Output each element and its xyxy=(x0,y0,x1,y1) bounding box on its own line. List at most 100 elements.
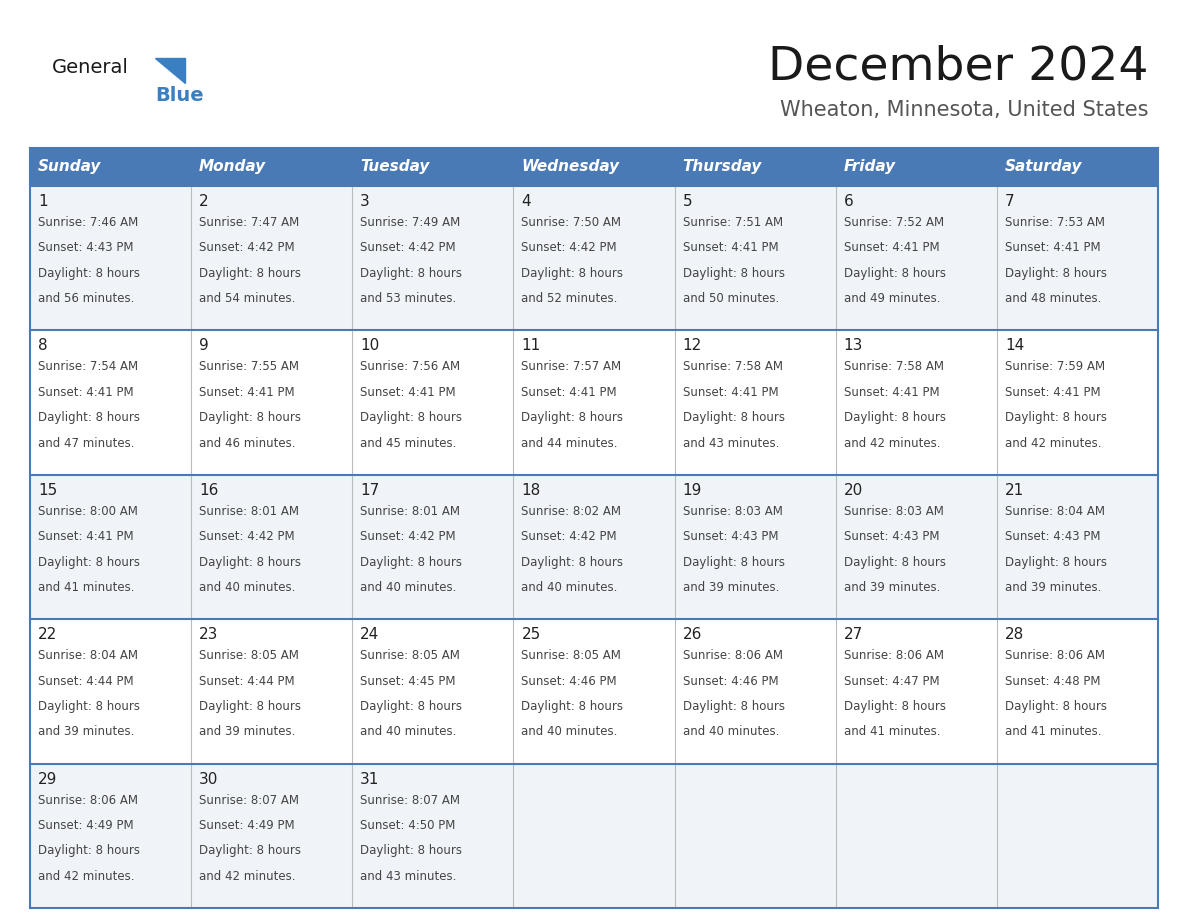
Text: Sunrise: 8:01 AM: Sunrise: 8:01 AM xyxy=(200,505,299,518)
Text: Sunrise: 8:05 AM: Sunrise: 8:05 AM xyxy=(200,649,299,662)
Text: Daylight: 8 hours: Daylight: 8 hours xyxy=(683,555,784,568)
Text: 25: 25 xyxy=(522,627,541,643)
Text: and 41 minutes.: and 41 minutes. xyxy=(38,581,134,594)
Bar xyxy=(30,475,1158,620)
Text: Sunset: 4:50 PM: Sunset: 4:50 PM xyxy=(360,819,456,832)
Text: 27: 27 xyxy=(843,627,862,643)
Text: and 40 minutes.: and 40 minutes. xyxy=(522,581,618,594)
Text: and 47 minutes.: and 47 minutes. xyxy=(38,437,134,450)
Text: Sunrise: 7:58 AM: Sunrise: 7:58 AM xyxy=(843,361,943,374)
Text: Blue: Blue xyxy=(154,86,203,105)
Text: Sunset: 4:41 PM: Sunset: 4:41 PM xyxy=(683,241,778,254)
Text: and 53 minutes.: and 53 minutes. xyxy=(360,292,456,306)
Text: Daylight: 8 hours: Daylight: 8 hours xyxy=(522,555,624,568)
Text: 31: 31 xyxy=(360,772,380,787)
Text: and 39 minutes.: and 39 minutes. xyxy=(843,581,940,594)
Text: Wheaton, Minnesota, United States: Wheaton, Minnesota, United States xyxy=(779,100,1148,120)
Text: Daylight: 8 hours: Daylight: 8 hours xyxy=(38,555,140,568)
Text: Sunrise: 7:59 AM: Sunrise: 7:59 AM xyxy=(1005,361,1105,374)
Text: 16: 16 xyxy=(200,483,219,498)
Text: Sunset: 4:42 PM: Sunset: 4:42 PM xyxy=(200,531,295,543)
Bar xyxy=(30,620,1158,764)
Text: 15: 15 xyxy=(38,483,57,498)
Text: 30: 30 xyxy=(200,772,219,787)
Text: and 40 minutes.: and 40 minutes. xyxy=(200,581,296,594)
Text: Sunset: 4:49 PM: Sunset: 4:49 PM xyxy=(38,819,133,832)
Text: Daylight: 8 hours: Daylight: 8 hours xyxy=(200,845,301,857)
Text: Daylight: 8 hours: Daylight: 8 hours xyxy=(360,411,462,424)
Text: Sunset: 4:41 PM: Sunset: 4:41 PM xyxy=(1005,386,1100,398)
Bar xyxy=(30,764,1158,908)
Text: Sunset: 4:41 PM: Sunset: 4:41 PM xyxy=(843,241,940,254)
Text: and 42 minutes.: and 42 minutes. xyxy=(843,437,940,450)
Text: Sunset: 4:41 PM: Sunset: 4:41 PM xyxy=(1005,241,1100,254)
Text: Sunrise: 8:00 AM: Sunrise: 8:00 AM xyxy=(38,505,138,518)
Text: Sunrise: 8:06 AM: Sunrise: 8:06 AM xyxy=(843,649,943,662)
Text: 26: 26 xyxy=(683,627,702,643)
Text: 7: 7 xyxy=(1005,194,1015,209)
Text: and 40 minutes.: and 40 minutes. xyxy=(360,725,456,738)
Text: 20: 20 xyxy=(843,483,862,498)
Text: Daylight: 8 hours: Daylight: 8 hours xyxy=(1005,700,1107,713)
Text: and 40 minutes.: and 40 minutes. xyxy=(522,725,618,738)
Text: and 43 minutes.: and 43 minutes. xyxy=(360,870,456,883)
Text: and 43 minutes.: and 43 minutes. xyxy=(683,437,779,450)
Text: Sunrise: 7:52 AM: Sunrise: 7:52 AM xyxy=(843,216,943,229)
Text: and 46 minutes.: and 46 minutes. xyxy=(200,437,296,450)
Text: Sunset: 4:43 PM: Sunset: 4:43 PM xyxy=(843,531,940,543)
Text: Sunrise: 8:07 AM: Sunrise: 8:07 AM xyxy=(200,793,299,807)
Text: Sunrise: 8:03 AM: Sunrise: 8:03 AM xyxy=(843,505,943,518)
Text: Saturday: Saturday xyxy=(1005,160,1082,174)
Text: Daylight: 8 hours: Daylight: 8 hours xyxy=(683,267,784,280)
Text: Sunrise: 8:05 AM: Sunrise: 8:05 AM xyxy=(522,649,621,662)
Text: 18: 18 xyxy=(522,483,541,498)
Text: 21: 21 xyxy=(1005,483,1024,498)
Text: Sunset: 4:42 PM: Sunset: 4:42 PM xyxy=(360,531,456,543)
Text: Sunrise: 8:06 AM: Sunrise: 8:06 AM xyxy=(38,793,138,807)
Text: Sunset: 4:42 PM: Sunset: 4:42 PM xyxy=(360,241,456,254)
Text: and 39 minutes.: and 39 minutes. xyxy=(200,725,296,738)
Text: 29: 29 xyxy=(38,772,57,787)
Text: 19: 19 xyxy=(683,483,702,498)
Text: 2: 2 xyxy=(200,194,209,209)
Text: Monday: Monday xyxy=(200,160,266,174)
Text: 22: 22 xyxy=(38,627,57,643)
Bar xyxy=(30,330,1158,475)
Text: Sunrise: 7:57 AM: Sunrise: 7:57 AM xyxy=(522,361,621,374)
Text: 17: 17 xyxy=(360,483,379,498)
Text: Daylight: 8 hours: Daylight: 8 hours xyxy=(683,411,784,424)
Text: Daylight: 8 hours: Daylight: 8 hours xyxy=(522,267,624,280)
Text: Sunrise: 7:49 AM: Sunrise: 7:49 AM xyxy=(360,216,461,229)
Text: and 39 minutes.: and 39 minutes. xyxy=(38,725,134,738)
Text: Sunset: 4:43 PM: Sunset: 4:43 PM xyxy=(1005,531,1100,543)
Text: Sunset: 4:44 PM: Sunset: 4:44 PM xyxy=(200,675,295,688)
Text: Daylight: 8 hours: Daylight: 8 hours xyxy=(200,700,301,713)
Text: 3: 3 xyxy=(360,194,369,209)
Text: 23: 23 xyxy=(200,627,219,643)
Text: and 42 minutes.: and 42 minutes. xyxy=(1005,437,1101,450)
Text: Sunset: 4:42 PM: Sunset: 4:42 PM xyxy=(522,241,617,254)
Text: and 39 minutes.: and 39 minutes. xyxy=(1005,581,1101,594)
Text: Daylight: 8 hours: Daylight: 8 hours xyxy=(522,411,624,424)
Text: Sunrise: 7:53 AM: Sunrise: 7:53 AM xyxy=(1005,216,1105,229)
Text: and 52 minutes.: and 52 minutes. xyxy=(522,292,618,306)
Text: General: General xyxy=(52,58,128,77)
Text: Sunset: 4:41 PM: Sunset: 4:41 PM xyxy=(843,386,940,398)
Text: Daylight: 8 hours: Daylight: 8 hours xyxy=(843,555,946,568)
Text: Sunrise: 8:03 AM: Sunrise: 8:03 AM xyxy=(683,505,783,518)
Text: Daylight: 8 hours: Daylight: 8 hours xyxy=(38,845,140,857)
Text: Sunset: 4:44 PM: Sunset: 4:44 PM xyxy=(38,675,133,688)
Text: Daylight: 8 hours: Daylight: 8 hours xyxy=(1005,411,1107,424)
Text: Sunrise: 7:51 AM: Sunrise: 7:51 AM xyxy=(683,216,783,229)
Text: 5: 5 xyxy=(683,194,693,209)
Text: and 56 minutes.: and 56 minutes. xyxy=(38,292,134,306)
Text: and 40 minutes.: and 40 minutes. xyxy=(360,581,456,594)
Text: 1: 1 xyxy=(38,194,48,209)
Text: Sunrise: 7:54 AM: Sunrise: 7:54 AM xyxy=(38,361,138,374)
Text: December 2024: December 2024 xyxy=(767,45,1148,90)
Text: Sunset: 4:45 PM: Sunset: 4:45 PM xyxy=(360,675,456,688)
Text: 9: 9 xyxy=(200,339,209,353)
Text: Daylight: 8 hours: Daylight: 8 hours xyxy=(38,411,140,424)
Text: and 41 minutes.: and 41 minutes. xyxy=(843,725,940,738)
Text: and 45 minutes.: and 45 minutes. xyxy=(360,437,456,450)
